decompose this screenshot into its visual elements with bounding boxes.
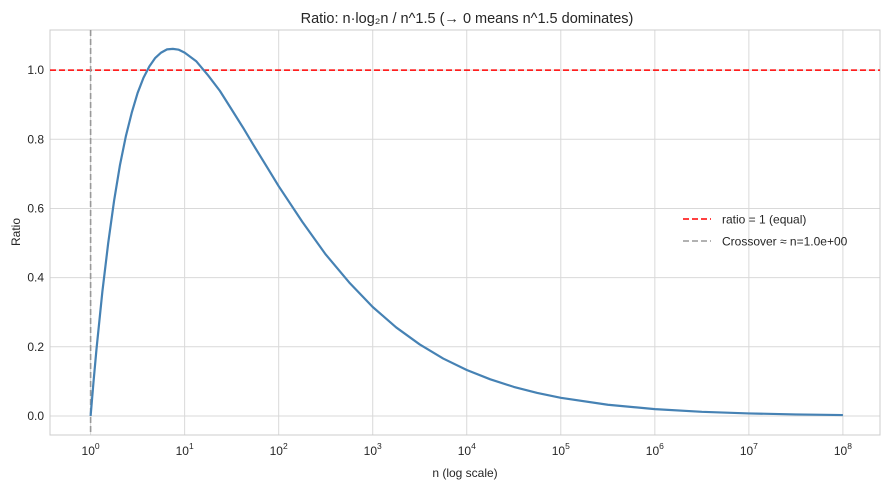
- reference-lines: [50, 30, 880, 435]
- x-tick-label: 103: [364, 441, 382, 458]
- ratio-curve: [89, 47, 843, 417]
- x-tick-label: 105: [552, 441, 570, 458]
- y-tick-labels: 0.0 0.2 0.4 0.6 0.8 1.0: [27, 63, 44, 423]
- y-tick-label: 0.6: [27, 201, 44, 215]
- y-axis-label: Ratio: [9, 218, 23, 246]
- grid: [50, 30, 880, 435]
- y-tick-label: 0.0: [27, 409, 44, 423]
- x-tick-labels: 100 101 102 103 104 105 106 107 108: [82, 441, 853, 458]
- y-tick-label: 1.0: [27, 63, 44, 77]
- x-tick-label: 108: [834, 441, 852, 458]
- x-tick-label: 102: [270, 441, 288, 458]
- plot-frame: [49, 29, 881, 436]
- series: [89, 47, 843, 417]
- legend: ratio = 1 (equal) Crossover ≈ n=1.0e+00: [683, 213, 848, 249]
- x-tick-label: 106: [646, 441, 664, 458]
- x-tick-label: 107: [740, 441, 758, 458]
- x-axis-label: n (log scale): [432, 466, 497, 480]
- y-tick-label: 0.8: [27, 132, 44, 146]
- legend-label-crossover: Crossover ≈ n=1.0e+00: [722, 235, 848, 249]
- x-tick-label: 101: [176, 441, 194, 458]
- legend-label-ratio-equal: ratio = 1 (equal): [722, 213, 806, 227]
- x-tick-label: 100: [82, 441, 100, 458]
- y-tick-label: 0.4: [27, 271, 44, 285]
- y-tick-label: 0.2: [27, 340, 44, 354]
- x-tick-label: 104: [458, 441, 476, 458]
- chart-title: Ratio: n·log₂n / n^1.5 (→ 0 means n^1.5 …: [301, 11, 634, 27]
